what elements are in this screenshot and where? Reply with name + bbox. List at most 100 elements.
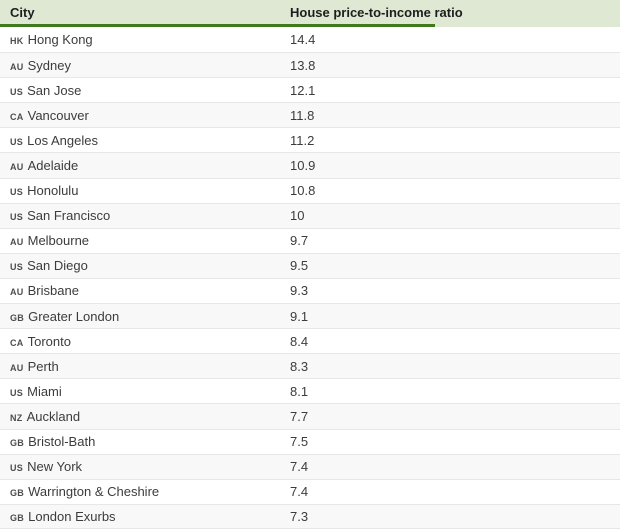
country-code: CA [10,111,24,122]
table-row: US New York 7.4 [0,453,620,479]
city-cell: US Honolulu [0,183,290,198]
table-row: US San Jose 12.1 [0,77,620,103]
city-cell: US San Jose [0,83,290,98]
city-cell: CA Vancouver [0,108,290,123]
country-code: AU [10,61,24,72]
ratio-cell: 11.2 [290,132,315,148]
country-code: US [10,387,24,398]
ratio-cell: 7.4 [290,484,309,500]
city-cell: CA Toronto [0,334,290,349]
table-row: CA Vancouver 11.8 [0,102,620,128]
ratio-cell: 7.3 [290,508,309,524]
country-code: US [10,212,24,223]
city-name: San Diego [27,258,88,274]
country-code: NZ [10,412,23,423]
city-cell: GB Bristol-Bath [0,434,290,449]
city-name: Adelaide [27,158,79,174]
table-row: AU Sydney 13.8 [0,52,620,78]
table-row: GB Warrington & Cheshire 7.4 [0,478,620,504]
table-row: GB London Exurbs 7.3 [0,503,620,529]
city-cell: US New York [0,459,290,474]
ratio-cell: 7.5 [290,434,309,450]
city-name: Vancouver [27,107,89,123]
ratio-cell: 10.8 [290,183,316,199]
table-body: HK Hong Kong 14.4 AU Sydney 13.8 US San Jose 12.… [0,27,620,529]
ratio-cell: 11.8 [290,107,315,123]
country-code: AU [10,162,24,173]
city-cell: AU Perth [0,359,290,374]
ratio-cell: 8.3 [290,358,309,374]
table-row: US Miami 8.1 [0,378,620,404]
table-row: CA Toronto 8.4 [0,328,620,354]
city-cell: AU Sydney [0,58,290,73]
country-code: US [10,262,24,273]
country-code: GB [10,488,25,499]
ratio-cell: 10.9 [290,158,316,174]
table-row: US San Francisco 10 [0,202,620,228]
ratio-cell: 9.7 [290,233,309,249]
ratio-cell: 9.3 [290,283,309,299]
column-header-city: City [10,4,35,20]
country-code: US [10,136,24,147]
city-cell: US Miami [0,384,290,399]
country-code: GB [10,512,25,523]
city-cell: AU Adelaide [0,158,290,173]
city-name: Bristol-Bath [28,434,96,450]
country-code: US [10,86,24,97]
country-code: GB [10,312,25,323]
city-name: London Exurbs [28,508,116,524]
ratio-cell: 9.5 [290,258,309,274]
ratio-cell: 12.1 [290,82,316,98]
country-code: AU [10,287,24,298]
city-name: Perth [27,358,59,374]
city-name: Hong Kong [27,32,93,48]
city-cell: GB Greater London [0,309,290,324]
country-code: CA [10,337,24,348]
city-cell: US San Diego [0,258,290,273]
city-cell: US Los Angeles [0,133,290,148]
city-cell: GB Warrington & Cheshire [0,484,290,499]
city-cell: US San Francisco [0,208,290,223]
city-name: Los Angeles [27,132,98,148]
table-row: HK Hong Kong 14.4 [0,27,620,53]
column-header-ratio: House price-to-income ratio [290,4,463,20]
city-name: New York [27,459,83,475]
ratio-cell: 8.4 [290,333,309,349]
country-code: GB [10,438,25,449]
city-cell: AU Melbourne [0,233,290,248]
city-name: Honolulu [27,183,79,199]
ratio-cell: 8.1 [290,383,309,399]
ratio-cell: 13.8 [290,57,316,73]
table-row: AU Melbourne 9.7 [0,227,620,253]
city-cell: GB London Exurbs [0,509,290,524]
ratio-cell: 7.7 [290,408,309,424]
country-code: AU [10,362,24,373]
table-row: US San Diego 9.5 [0,252,620,278]
country-code: HK [10,36,24,47]
table-row: US Los Angeles 11.2 [0,127,620,153]
city-name: Melbourne [27,233,90,249]
table-header-row: City House price-to-income ratio [0,0,620,27]
country-code: AU [10,237,24,248]
table-row: AU Perth 8.3 [0,353,620,379]
table-row: GB Bristol-Bath 7.5 [0,428,620,454]
country-code: US [10,463,24,474]
city-name: Greater London [28,308,120,324]
city-name: Miami [27,383,62,399]
city-name: Warrington & Cheshire [28,484,160,500]
city-cell: NZ Auckland [0,409,290,424]
city-name: Auckland [26,408,81,424]
header-accent-line [0,24,435,27]
country-code: US [10,187,24,198]
ratio-cell: 14.4 [290,32,316,48]
table-row: AU Adelaide 10.9 [0,152,620,178]
ratio-cell: 10 [290,208,305,224]
city-cell: AU Brisbane [0,283,290,298]
table-row: GB Greater London 9.1 [0,303,620,329]
ratio-cell: 7.4 [290,459,309,475]
ratio-cell: 9.1 [290,308,309,324]
table-row: NZ Auckland 7.7 [0,403,620,429]
city-name: Sydney [27,57,71,73]
city-name: Brisbane [27,283,79,299]
